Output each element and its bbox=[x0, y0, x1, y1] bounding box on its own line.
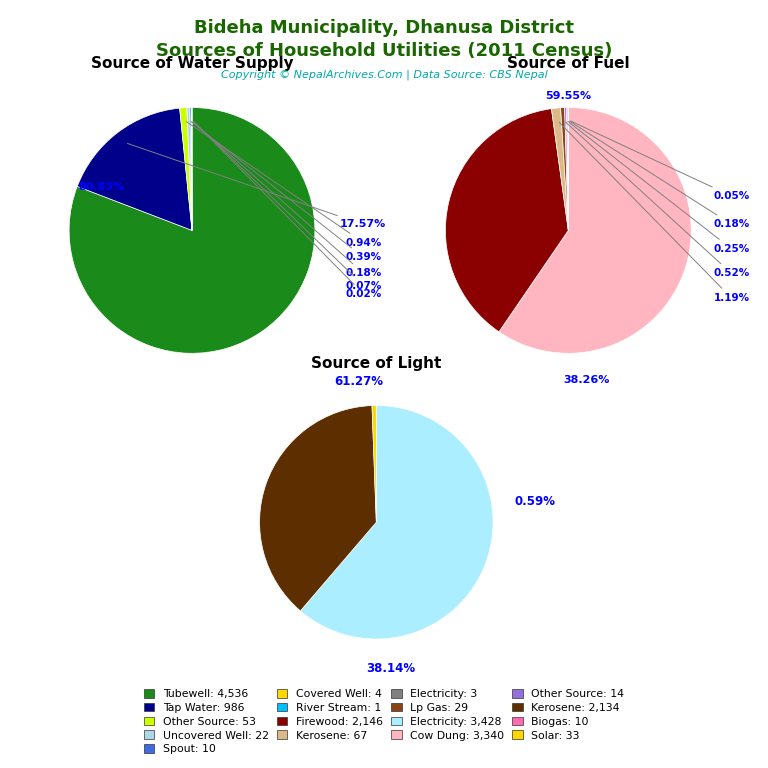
Wedge shape bbox=[561, 108, 568, 230]
Wedge shape bbox=[445, 109, 568, 332]
Text: Copyright © NepalArchives.Com | Data Source: CBS Nepal: Copyright © NepalArchives.Com | Data Sou… bbox=[220, 69, 548, 80]
Title: Source of Water Supply: Source of Water Supply bbox=[91, 57, 293, 71]
Legend: Tubewell: 4,536, Tap Water: 986, Other Source: 53, Uncovered Well: 22, Spout: 10: Tubewell: 4,536, Tap Water: 986, Other S… bbox=[139, 684, 629, 759]
Text: Sources of Household Utilities (2011 Census): Sources of Household Utilities (2011 Cen… bbox=[156, 42, 612, 60]
Text: 0.52%: 0.52% bbox=[565, 122, 750, 279]
Text: 61.27%: 61.27% bbox=[334, 375, 383, 388]
Text: 0.05%: 0.05% bbox=[571, 121, 750, 201]
Text: 0.25%: 0.25% bbox=[568, 121, 750, 254]
Text: 0.07%: 0.07% bbox=[194, 122, 382, 291]
Title: Source of Light: Source of Light bbox=[311, 356, 442, 371]
Wedge shape bbox=[69, 108, 315, 353]
Text: 38.14%: 38.14% bbox=[366, 662, 415, 675]
Text: Bideha Municipality, Dhanusa District: Bideha Municipality, Dhanusa District bbox=[194, 19, 574, 37]
Text: 17.57%: 17.57% bbox=[127, 144, 386, 230]
Text: 0.39%: 0.39% bbox=[191, 121, 382, 263]
Text: 0.94%: 0.94% bbox=[187, 121, 382, 248]
Wedge shape bbox=[78, 108, 192, 230]
Wedge shape bbox=[567, 108, 568, 230]
Wedge shape bbox=[372, 406, 376, 522]
Text: 0.18%: 0.18% bbox=[570, 121, 750, 230]
Text: 38.26%: 38.26% bbox=[564, 376, 610, 386]
Text: 80.83%: 80.83% bbox=[78, 182, 124, 193]
Wedge shape bbox=[564, 108, 568, 230]
Title: Source of Fuel: Source of Fuel bbox=[507, 57, 630, 71]
Wedge shape bbox=[300, 406, 493, 639]
Text: 0.18%: 0.18% bbox=[193, 121, 382, 279]
Wedge shape bbox=[499, 108, 691, 353]
Wedge shape bbox=[190, 108, 192, 230]
Wedge shape bbox=[187, 108, 192, 230]
Text: 0.59%: 0.59% bbox=[514, 495, 555, 508]
Wedge shape bbox=[180, 108, 192, 230]
Wedge shape bbox=[260, 406, 376, 611]
Text: 1.19%: 1.19% bbox=[559, 122, 750, 303]
Text: 0.02%: 0.02% bbox=[194, 122, 382, 300]
Text: 59.55%: 59.55% bbox=[545, 91, 591, 101]
Wedge shape bbox=[551, 108, 568, 230]
